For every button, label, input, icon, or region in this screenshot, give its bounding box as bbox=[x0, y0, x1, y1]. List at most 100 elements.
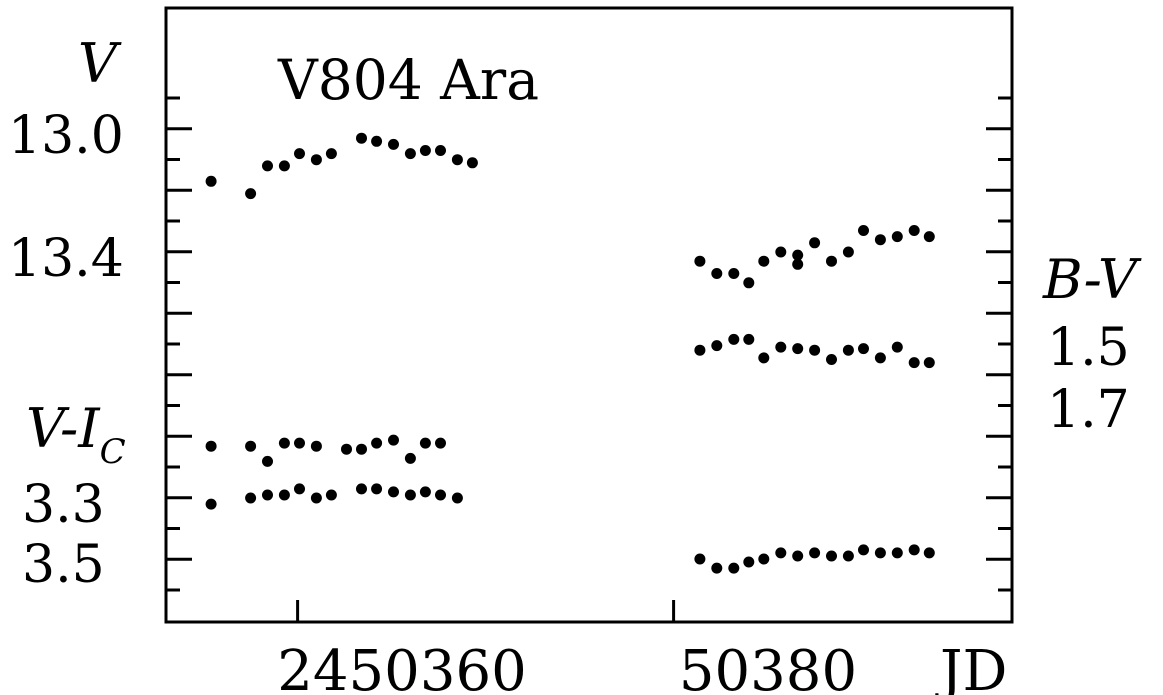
data-point-v-i-c bbox=[294, 437, 305, 449]
data-point-b-v bbox=[858, 343, 869, 355]
data-point-v-i-c bbox=[728, 562, 740, 574]
data-point-v-i-c bbox=[341, 443, 352, 455]
data-point-v-i-c bbox=[891, 547, 903, 559]
data-point-v-i-c bbox=[262, 455, 273, 467]
data-point-v bbox=[278, 160, 290, 172]
data-point-b-v bbox=[775, 341, 787, 353]
data-point-v-i-c bbox=[371, 483, 383, 495]
data-point-v bbox=[694, 255, 706, 267]
data-point-v bbox=[356, 132, 367, 144]
data-point-v-i-c bbox=[451, 492, 463, 504]
data-point-b-v bbox=[694, 344, 706, 356]
data-point-v-i-c bbox=[278, 489, 290, 501]
data-point-v-i-c bbox=[435, 437, 446, 449]
data-point-v bbox=[908, 225, 920, 236]
data-point-v-i-c bbox=[310, 440, 322, 452]
v-tick-label-13-4: 13.4 bbox=[8, 229, 124, 289]
data-point-b-v bbox=[842, 344, 854, 356]
data-point-v bbox=[758, 255, 770, 267]
data-point-v-i-c bbox=[356, 483, 367, 495]
data-point-v-i-c bbox=[743, 556, 755, 568]
axis-ticks bbox=[166, 96, 1012, 622]
data-point-v-i-c bbox=[371, 437, 383, 449]
bv-tick-label-1-5: 1.5 bbox=[1047, 318, 1130, 378]
data-point-b-v bbox=[758, 352, 770, 364]
data-point-v bbox=[792, 249, 804, 261]
data-point-v bbox=[891, 231, 903, 243]
data-point-b-v bbox=[809, 344, 821, 356]
data-point-v bbox=[205, 175, 217, 187]
data-point-b-v bbox=[874, 352, 886, 364]
data-point-v bbox=[371, 135, 383, 147]
data-points bbox=[205, 132, 935, 574]
data-point-v bbox=[743, 277, 755, 289]
data-point-v-i-c bbox=[923, 547, 935, 559]
data-point-v-i-c bbox=[874, 547, 886, 559]
vi-axis-label: V-IC bbox=[26, 397, 126, 472]
data-point-v bbox=[874, 234, 886, 246]
data-point-v-i-c bbox=[245, 492, 257, 504]
data-point-v bbox=[262, 160, 273, 172]
data-point-v-i-c bbox=[908, 544, 920, 556]
data-point-v-i-c bbox=[388, 434, 399, 446]
plot-frame bbox=[164, 6, 1014, 624]
data-point-v bbox=[435, 145, 446, 156]
data-point-v-i-c bbox=[245, 440, 257, 452]
data-point-v bbox=[826, 255, 837, 267]
data-point-v bbox=[711, 268, 723, 279]
data-point-v-i-c bbox=[388, 486, 399, 498]
data-point-v bbox=[466, 157, 478, 169]
data-point-v-i-c bbox=[775, 547, 787, 559]
data-point-v-i-c bbox=[404, 489, 416, 501]
v-axis-label: V bbox=[78, 32, 122, 95]
vi-tick-label-3-5: 3.5 bbox=[22, 535, 105, 595]
data-point-v bbox=[245, 188, 257, 200]
data-point-b-v bbox=[826, 354, 837, 365]
data-point-v-i-c bbox=[419, 486, 431, 498]
x-tick-label-50380: 50380 bbox=[679, 639, 857, 695]
data-point-v-i-c bbox=[435, 489, 446, 501]
data-point-v-i-c bbox=[809, 547, 821, 559]
data-point-v bbox=[419, 145, 431, 156]
data-point-v bbox=[809, 237, 821, 249]
data-point-v bbox=[728, 268, 740, 279]
data-point-v bbox=[775, 246, 787, 258]
data-point-b-v bbox=[711, 340, 723, 352]
vi-axis-label-sub: C bbox=[100, 432, 126, 472]
x-tick-label-2450360: 2450360 bbox=[277, 639, 526, 695]
data-point-b-v bbox=[743, 333, 755, 345]
data-point-v-i-c bbox=[842, 550, 854, 562]
data-point-b-v bbox=[728, 333, 740, 345]
data-point-v-i-c bbox=[356, 443, 367, 455]
data-point-v-i-c bbox=[792, 550, 804, 562]
data-point-v-i-c bbox=[826, 550, 837, 562]
data-point-v-i-c bbox=[404, 452, 416, 464]
data-point-v-i-c bbox=[294, 483, 305, 495]
vi-axis-label-main: V-I bbox=[26, 397, 101, 460]
data-point-v bbox=[388, 138, 399, 150]
data-point-b-v bbox=[891, 341, 903, 353]
data-point-v-i-c bbox=[205, 440, 217, 452]
x-axis-label: JD bbox=[935, 639, 1007, 695]
data-point-v-i-c bbox=[205, 498, 217, 510]
bv-axis-label: B-V bbox=[1042, 248, 1142, 311]
data-point-v-i-c bbox=[694, 553, 706, 565]
data-point-v bbox=[923, 231, 935, 243]
data-point-v-i-c bbox=[711, 562, 723, 574]
data-point-b-v bbox=[792, 343, 804, 355]
data-point-v-i-c bbox=[758, 553, 770, 565]
data-point-v-i-c bbox=[310, 492, 322, 504]
data-point-v-i-c bbox=[858, 544, 869, 556]
data-point-v bbox=[404, 148, 416, 160]
data-point-v bbox=[294, 148, 305, 160]
data-point-v bbox=[842, 246, 854, 258]
data-point-v bbox=[451, 154, 463, 166]
bv-tick-label-1-7: 1.7 bbox=[1047, 380, 1130, 440]
vi-tick-label-3-3: 3.3 bbox=[22, 475, 105, 535]
data-point-v-i-c bbox=[325, 489, 337, 501]
v-tick-label-13-0: 13.0 bbox=[8, 106, 124, 166]
data-point-v bbox=[858, 225, 869, 236]
data-point-v bbox=[325, 148, 337, 160]
data-point-v bbox=[310, 154, 322, 166]
